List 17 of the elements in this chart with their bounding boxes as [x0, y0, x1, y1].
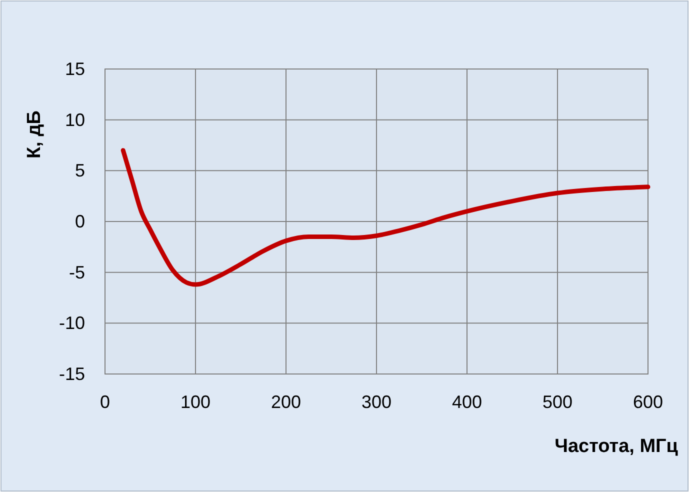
y-tick-label: 15 — [64, 59, 85, 79]
y-tick-label: 10 — [64, 110, 85, 130]
x-tick-label: 300 — [361, 392, 392, 412]
x-tick-label: 400 — [452, 392, 482, 412]
y-tick-label: 0 — [74, 212, 85, 232]
x-tick-label: 0 — [100, 392, 110, 412]
x-tick-label: 100 — [180, 392, 211, 412]
line-series — [120, 148, 650, 287]
y-tick-label: -15 — [58, 364, 85, 384]
y-tick-label: 5 — [74, 160, 85, 181]
y-tick-label: -5 — [68, 262, 85, 282]
y-tick-label: -10 — [58, 313, 85, 334]
x-axis-title: Частота, МГц — [554, 436, 678, 457]
x-tick-label: 600 — [632, 392, 664, 412]
y-axis-title: К, дБ — [24, 110, 45, 158]
x-tick-label: 200 — [270, 392, 302, 412]
x-tick-label: 500 — [542, 392, 573, 412]
